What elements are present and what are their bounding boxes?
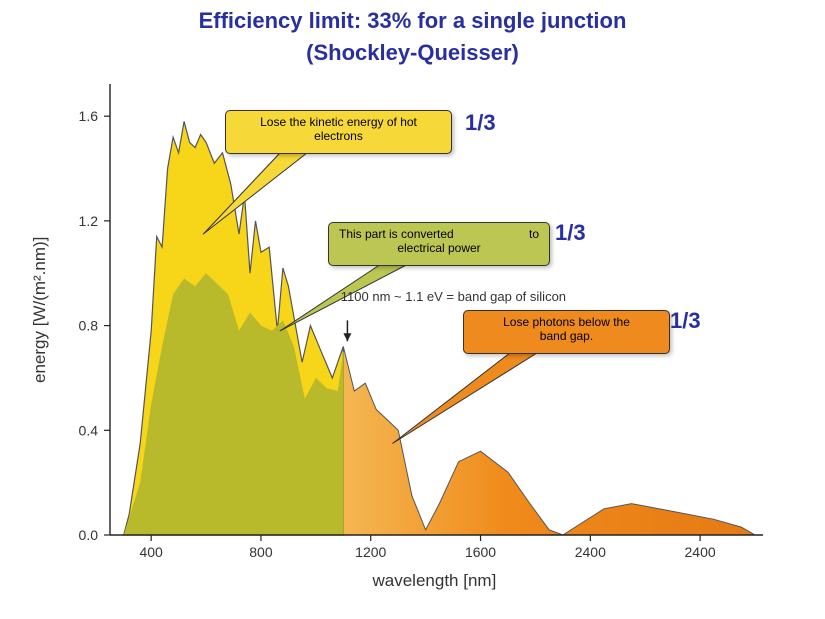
x-tick-label: 2400 (575, 544, 606, 560)
y-axis-label: energy [W/(m².nm)] (30, 236, 50, 382)
x-tick-label: 400 (139, 544, 163, 560)
x-tick-label: 1200 (355, 544, 386, 560)
title-line2: (Shockley-Queisser) (0, 40, 825, 66)
fraction-label-3: 1/3 (670, 308, 701, 334)
x-axis-label: wavelength [nm] (373, 571, 497, 591)
title-line1: Efficiency limit: 33% for a single junct… (0, 8, 825, 34)
x-tick-label: 1600 (465, 544, 496, 560)
x-tick-label: 800 (249, 544, 273, 560)
area-orange (343, 347, 755, 536)
x-tick-label: 2400 (685, 544, 716, 560)
callout-hot-electrons: Lose the kinetic energy of hotelectrons (225, 110, 452, 154)
callout-converted: This part is convertedtoelectrical power (328, 222, 550, 266)
bandgap-annotation: 1100 nm ~ 1.1 eV = band gap of silicon (341, 289, 566, 304)
y-tick-label: 0.0 (79, 527, 99, 543)
fraction-label-2: 1/3 (555, 220, 586, 246)
y-tick-label: 0.4 (79, 422, 99, 438)
fraction-label-1: 1/3 (465, 110, 496, 136)
callout-below-bandgap: Lose photons below theband gap. (463, 310, 670, 354)
page-root: Efficiency limit: 33% for a single junct… (0, 0, 825, 619)
y-tick-label: 0.8 (79, 318, 99, 334)
y-tick-label: 1.2 (79, 213, 99, 229)
spectrum-chart: 400 800 1200 1600 2400 2400 0.0 0.4 0.8 1.2 1.6 (0, 0, 825, 619)
y-tick-label: 1.6 (79, 108, 99, 124)
